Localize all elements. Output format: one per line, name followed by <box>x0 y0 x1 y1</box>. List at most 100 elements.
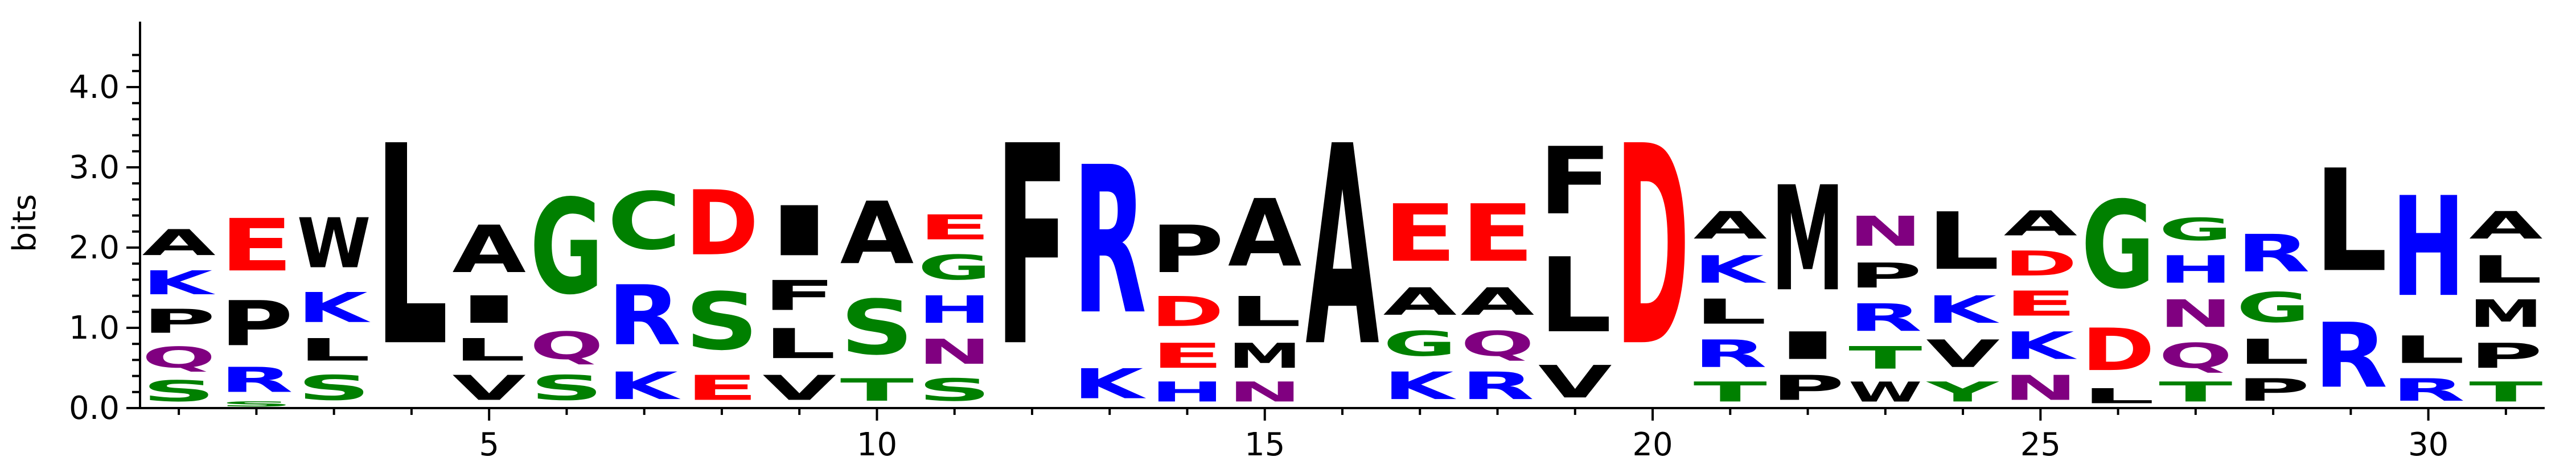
logo-letter-K: K <box>297 284 371 332</box>
logo-letter-P: P <box>2469 336 2542 376</box>
logo-letter-N: N <box>2159 292 2232 336</box>
logo-letter-F: F <box>762 271 836 319</box>
logo-column-4: L <box>375 89 448 408</box>
logo-letter-A: A <box>1383 280 1457 324</box>
logo-letter-M: M <box>1771 156 1844 323</box>
logo-letter-D: D <box>2081 316 2155 384</box>
logo-letter-R: R <box>1461 364 1534 408</box>
logo-column-19: VLF <box>1538 127 1612 408</box>
logo-letter-S: S <box>918 372 991 408</box>
logo-letter-S: S <box>685 276 758 368</box>
logo-letter-R: R <box>607 268 681 364</box>
logo-column-10: TSA <box>840 183 914 408</box>
logo-letter-R: R <box>2392 372 2465 408</box>
logo-letter-W: W <box>297 204 371 284</box>
logo-letter-D: D <box>1151 288 1224 336</box>
logo-letter-R: R <box>1694 332 1767 376</box>
logo-letter-H: H <box>918 288 991 332</box>
logo-letter-E: E <box>1151 336 1224 376</box>
logo-letter-E: E <box>2004 284 2077 324</box>
logo-letter-V: V <box>762 368 836 408</box>
logo-letter-K: K <box>1383 364 1457 408</box>
logo-letter-N: N <box>918 332 991 372</box>
logo-letter-C: C <box>607 176 681 268</box>
logo-letter-V: V <box>1926 332 1999 376</box>
logo-letter-K: K <box>142 264 215 302</box>
logo-letter-G: G <box>2236 283 2310 331</box>
logo-letter-Y: Y <box>1925 376 1999 408</box>
logo-letter-H: H <box>2159 248 2232 292</box>
y-tick-label: 3.0 <box>69 149 120 186</box>
y-tick-label: 1.0 <box>69 310 120 347</box>
x-tick-label: 20 <box>1632 426 1673 463</box>
logo-letter-L: L <box>762 320 836 368</box>
logo-letter-K: K <box>2004 324 2077 368</box>
logo-letter-A: A <box>1461 280 1534 324</box>
logo-letter-P: P <box>220 288 293 360</box>
logo-letter-G: G <box>530 172 603 324</box>
logo-column-7: KRC <box>607 176 681 408</box>
logo-letter-S: S <box>530 368 603 408</box>
logo-letter-N: N <box>1228 376 1301 408</box>
x-tick-label: 25 <box>2020 426 2061 463</box>
logo-letter-L: L <box>2469 248 2542 291</box>
logo-column-30: RLH <box>2392 167 2465 408</box>
logo-letter-R: R <box>220 360 293 400</box>
logo-letter-R: R <box>1848 296 1922 340</box>
logo-letter-G: G <box>918 248 991 288</box>
logo-letter-L: L <box>452 332 525 368</box>
logo-letter-H: H <box>1151 376 1224 408</box>
x-tick-label: 15 <box>1244 426 1285 463</box>
logo-column-16: A <box>1305 88 1380 408</box>
logo-letter-A: A <box>2004 203 2077 243</box>
logo-letter-P: P <box>1151 212 1224 288</box>
logo-letter-E: E <box>918 208 991 248</box>
logo-letter-L: L <box>1694 292 1767 332</box>
logo-letter-F: F <box>995 88 1069 408</box>
y-tick-label: 0.0 <box>69 390 120 427</box>
logo-column-29: RL <box>2314 140 2388 408</box>
logo-letter-G: G <box>1383 324 1457 364</box>
x-tick-label: 30 <box>2408 426 2448 463</box>
logo-letter-S: S <box>297 368 371 408</box>
logo-letter-H: H <box>2392 167 2465 327</box>
logo-letter-L: L <box>2392 328 2465 372</box>
y-tick-label: 2.0 <box>69 229 120 266</box>
logo-letter-V: V <box>1538 356 1612 408</box>
logo-letter-L: L <box>1926 196 1999 288</box>
logo-letter-P: P <box>1771 368 1844 408</box>
logo-letter-A: A <box>840 183 914 283</box>
logo-letter-Q: Q <box>2159 336 2232 376</box>
logo-letter-L: L <box>1228 288 1301 336</box>
y-axis-label: bits <box>6 194 43 252</box>
x-ticks: 5 10 15 20 25 30 <box>178 408 2507 463</box>
logo-column-6: SQG <box>530 172 603 408</box>
logo-letter-F: F <box>1538 127 1612 236</box>
logo-column-22: PIM <box>1771 156 1844 408</box>
logo-letter-L: L <box>297 332 371 368</box>
logo-letter-I: I <box>762 192 836 271</box>
logo-letter-L: L <box>2236 332 2310 372</box>
logo-letter-M: M <box>2469 292 2542 336</box>
logo-letter-L: L <box>1538 237 1612 356</box>
logo-letter-M: M <box>1228 336 1301 376</box>
logo-letter-I: I <box>452 288 525 332</box>
logo-letter-P: P <box>2236 372 2310 408</box>
logo-letter-A: A <box>1694 204 1767 248</box>
logo-letter-W: W <box>1848 376 1922 408</box>
logo-letter-L: L <box>375 89 448 408</box>
logo-letter-K: K <box>1694 248 1767 291</box>
logo-letter-N: N <box>1848 208 1922 256</box>
logo-letter-E: E <box>1383 188 1457 279</box>
logo-letter-E: E <box>220 203 293 287</box>
